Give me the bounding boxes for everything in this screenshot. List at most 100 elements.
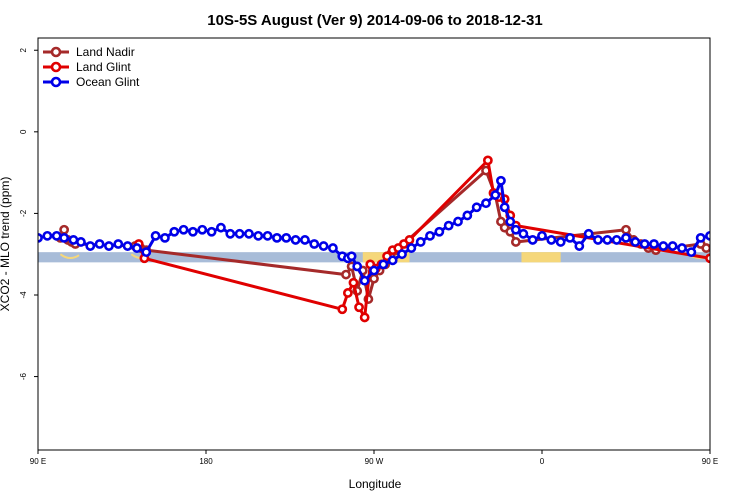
data-point	[160, 232, 170, 243]
data-point	[51, 230, 62, 241]
data-point	[639, 239, 650, 249]
data-point	[667, 241, 678, 251]
data-point	[341, 269, 351, 280]
data-point	[132, 243, 142, 253]
data-point	[443, 220, 454, 231]
data-point	[537, 230, 547, 241]
data-point	[406, 243, 417, 253]
island-outline	[59, 253, 80, 260]
data-point	[178, 224, 189, 235]
background-map	[38, 252, 710, 263]
x-axis: 90 E 180 90 W 0 90 E	[30, 450, 718, 466]
legend-entry-label: Land Glint	[76, 60, 131, 74]
data-point	[348, 277, 359, 288]
data-point	[505, 216, 516, 227]
y-axis-label: XCO2 - MLO trend (ppm)	[0, 177, 12, 312]
data-point	[359, 312, 370, 323]
data-point	[85, 241, 96, 251]
data-point	[337, 304, 348, 315]
legend-entry-label: Land Nadir	[76, 45, 135, 59]
data-point	[593, 235, 603, 245]
data-point	[630, 237, 641, 247]
data-point	[453, 216, 463, 227]
data-point	[583, 228, 594, 239]
data-point	[518, 228, 529, 239]
data-point	[712, 244, 719, 251]
data-point	[510, 237, 521, 247]
series-ocean-glint	[38, 175, 750, 286]
data-point	[309, 239, 320, 249]
y-tick-label: -2	[19, 209, 28, 217]
y-tick-label: 2	[19, 47, 28, 52]
data-point	[686, 247, 697, 258]
data-point	[59, 224, 70, 235]
data-point	[546, 235, 557, 245]
data-point	[499, 202, 510, 213]
data-point	[359, 275, 370, 286]
data-point	[94, 239, 105, 249]
data-point	[705, 230, 710, 241]
data-point	[527, 235, 538, 245]
data-point	[425, 230, 435, 241]
data-point	[677, 243, 687, 253]
x-tick-label: 90 W	[365, 457, 384, 466]
legend-swatch-marker	[50, 46, 62, 58]
legend-swatch-marker	[50, 76, 62, 88]
y-tick-label: 0	[19, 129, 28, 134]
data-point	[346, 251, 357, 262]
data-point	[262, 230, 273, 241]
data-point	[122, 241, 133, 251]
data-point	[141, 247, 152, 258]
data-point	[300, 235, 310, 245]
data-point	[574, 241, 585, 251]
data-point	[104, 241, 114, 251]
data-point	[434, 226, 445, 237]
data-point	[387, 255, 398, 266]
data-point	[113, 239, 124, 249]
data-point	[342, 288, 353, 298]
data-point	[169, 226, 180, 237]
data-point	[206, 226, 217, 237]
data-point	[225, 228, 236, 239]
data-point	[701, 243, 710, 253]
data-point	[216, 222, 226, 233]
data-point	[462, 210, 473, 221]
data-point	[150, 230, 161, 241]
data-point	[510, 224, 521, 235]
data-point	[397, 249, 407, 260]
data-point	[76, 237, 86, 247]
data-point	[253, 230, 264, 241]
data-point	[471, 202, 482, 213]
data-point	[369, 273, 379, 284]
data-point	[482, 155, 493, 166]
data-point	[369, 265, 379, 276]
y-axis: 2 0 -2 -4 -6	[19, 47, 38, 380]
data-point	[68, 235, 79, 245]
data-point	[42, 230, 53, 241]
data-point	[611, 235, 622, 245]
x-tick-label: 90 E	[30, 457, 46, 466]
data-point	[352, 261, 363, 272]
data-point	[59, 232, 70, 243]
data-point	[744, 226, 750, 233]
data-point	[188, 226, 198, 237]
data-point	[734, 226, 741, 233]
data-point	[649, 239, 659, 249]
x-tick-label: 90 E	[702, 457, 718, 466]
series-line	[38, 179, 710, 283]
data-point	[234, 228, 245, 239]
data-point	[318, 241, 329, 251]
data-point	[716, 228, 723, 235]
y-tick-label: -4	[19, 291, 28, 299]
data-point	[272, 232, 282, 243]
data-point	[404, 235, 415, 245]
data-point	[695, 232, 706, 243]
data-point	[602, 235, 613, 245]
land-area	[521, 252, 561, 263]
data-point	[481, 198, 491, 209]
legend-entry-label: Ocean Glint	[76, 75, 140, 89]
data-point	[490, 190, 501, 200]
